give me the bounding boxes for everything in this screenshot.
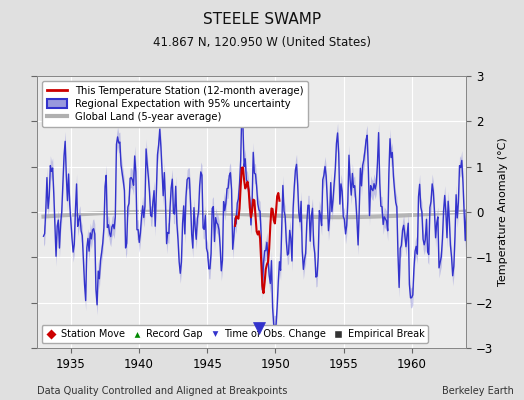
Text: Berkeley Earth: Berkeley Earth — [442, 386, 514, 396]
Text: STEELE SWAMP: STEELE SWAMP — [203, 12, 321, 27]
Y-axis label: Temperature Anomaly (°C): Temperature Anomaly (°C) — [498, 138, 508, 286]
Text: 41.867 N, 120.950 W (United States): 41.867 N, 120.950 W (United States) — [153, 36, 371, 49]
Legend: Station Move, Record Gap, Time of Obs. Change, Empirical Break: Station Move, Record Gap, Time of Obs. C… — [41, 325, 428, 343]
Text: Data Quality Controlled and Aligned at Breakpoints: Data Quality Controlled and Aligned at B… — [37, 386, 287, 396]
